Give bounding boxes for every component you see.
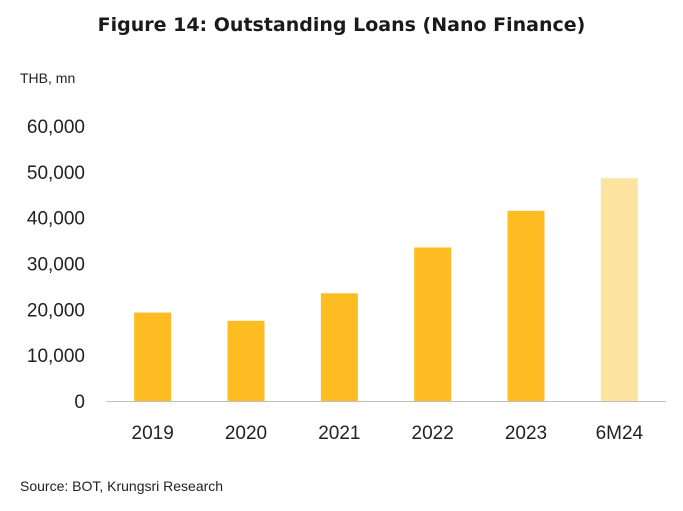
x-axis-ticks: 2019 2020 2021 2022 2023 6M24 [132, 423, 644, 444]
y-tick-label: 50,000 [27, 163, 85, 184]
x-tick-label: 2022 [412, 423, 454, 444]
y-tick-label: 20,000 [27, 300, 85, 321]
y-tick-label: 30,000 [27, 255, 85, 276]
chart-source-note: Source: BOT, Krungsri Research [20, 478, 224, 494]
x-tick-label: 2019 [132, 423, 174, 444]
x-tick-label: 2021 [318, 423, 360, 444]
bar-2023 [507, 210, 545, 401]
chart-title: Figure 14: Outstanding Loans (Nano Finan… [97, 14, 586, 36]
x-tick-label: 2020 [225, 423, 267, 444]
x-tick-label: 2023 [505, 423, 547, 444]
bar-6m24 [600, 178, 638, 401]
bar-2019 [134, 312, 172, 401]
y-tick-label: 10,000 [27, 346, 85, 367]
bar-2021 [320, 293, 358, 401]
y-axis-unit-label: THB, mn [20, 70, 76, 86]
y-axis-ticks: 0 10,000 20,000 30,000 40,000 50,000 60,000 [27, 117, 85, 413]
bar-2020 [227, 320, 265, 401]
x-tick-label: 6M24 [596, 423, 644, 444]
bars-group [134, 178, 638, 401]
bar-2022 [414, 247, 452, 401]
y-tick-label: 60,000 [27, 117, 85, 138]
y-tick-label: 0 [74, 392, 85, 413]
y-tick-label: 40,000 [27, 209, 85, 230]
